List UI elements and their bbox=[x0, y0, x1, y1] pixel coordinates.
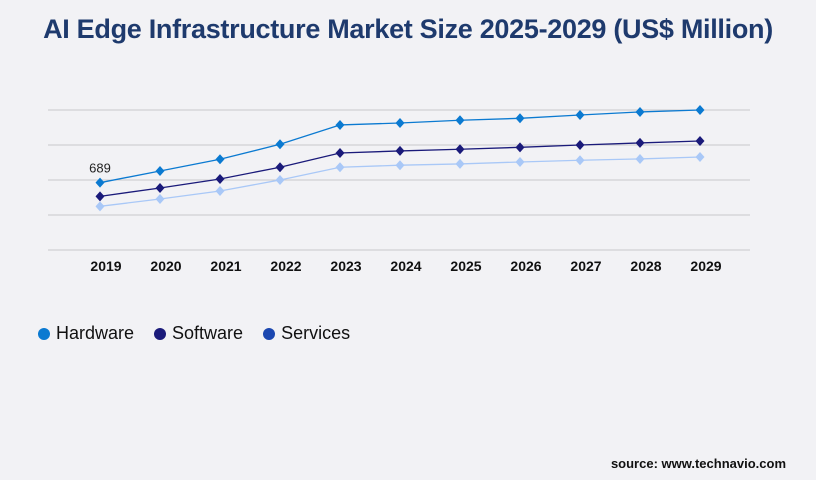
x-tick-label: 2027 bbox=[570, 258, 601, 274]
x-tick-label: 2024 bbox=[390, 258, 421, 274]
data-point-software bbox=[515, 142, 525, 153]
data-point-hardware bbox=[215, 154, 225, 165]
legend-marker-icon bbox=[263, 327, 276, 340]
legend-item-services: Services bbox=[263, 323, 350, 344]
data-point-software bbox=[95, 191, 105, 202]
data-point-services bbox=[395, 160, 405, 171]
data-point-services bbox=[575, 155, 585, 166]
data-label: 689 bbox=[89, 161, 111, 176]
x-tick-label: 2026 bbox=[510, 258, 541, 274]
data-point-software bbox=[695, 135, 705, 146]
data-point-services bbox=[155, 194, 165, 205]
data-point-services bbox=[335, 162, 345, 173]
data-point-hardware bbox=[455, 115, 465, 126]
data-point-services bbox=[635, 153, 645, 164]
data-point-software bbox=[455, 144, 465, 155]
data-point-hardware bbox=[95, 177, 105, 188]
data-point-hardware bbox=[395, 117, 405, 128]
data-point-software bbox=[575, 139, 585, 150]
x-tick-label: 2025 bbox=[450, 258, 481, 274]
data-point-services bbox=[215, 185, 225, 196]
x-tick-label: 2022 bbox=[270, 258, 301, 274]
data-point-services bbox=[515, 156, 525, 167]
x-tick-label: 2020 bbox=[150, 258, 181, 274]
line-chart: 2019 2020 2021 2022 2023 2024 2025 2026 2027 2028… bbox=[48, 105, 750, 274]
data-point-services bbox=[695, 151, 705, 162]
legend-item-software: Software bbox=[154, 323, 243, 344]
data-point-software bbox=[215, 173, 225, 184]
data-point-software bbox=[155, 182, 165, 193]
legend-label: Software bbox=[172, 323, 244, 343]
data-point-software bbox=[275, 162, 285, 173]
legend-marker-icon bbox=[38, 327, 50, 340]
data-point-services bbox=[95, 201, 105, 212]
legend-marker-icon bbox=[154, 327, 167, 340]
data-point-hardware bbox=[695, 105, 705, 115]
data-point-hardware bbox=[155, 165, 165, 176]
chart-title: AI Edge Infrastructure Market Size 2025-… bbox=[43, 14, 773, 44]
data-point-hardware bbox=[275, 139, 285, 150]
legend: Hardware Software Services bbox=[38, 323, 350, 344]
data-point-services bbox=[455, 158, 465, 169]
x-tick-label: 2019 bbox=[90, 258, 121, 274]
data-point-hardware bbox=[515, 113, 525, 124]
data-point-hardware bbox=[335, 119, 345, 130]
data-point-hardware bbox=[635, 106, 645, 117]
source-text: source: www.technavio.com bbox=[610, 456, 786, 471]
legend-item-hardware: Hardware bbox=[38, 323, 134, 344]
legend-label: Hardware bbox=[56, 323, 135, 343]
x-tick-label: 2021 bbox=[210, 258, 241, 274]
legend-label: Services bbox=[281, 323, 351, 343]
data-point-software bbox=[635, 137, 645, 148]
x-tick-label: 2029 bbox=[690, 258, 721, 274]
data-point-software bbox=[335, 147, 345, 158]
data-point-services bbox=[275, 174, 285, 185]
x-tick-label: 2028 bbox=[630, 258, 661, 274]
data-point-hardware bbox=[575, 109, 585, 120]
data-point-software bbox=[395, 145, 405, 156]
x-tick-label: 2023 bbox=[330, 258, 361, 274]
